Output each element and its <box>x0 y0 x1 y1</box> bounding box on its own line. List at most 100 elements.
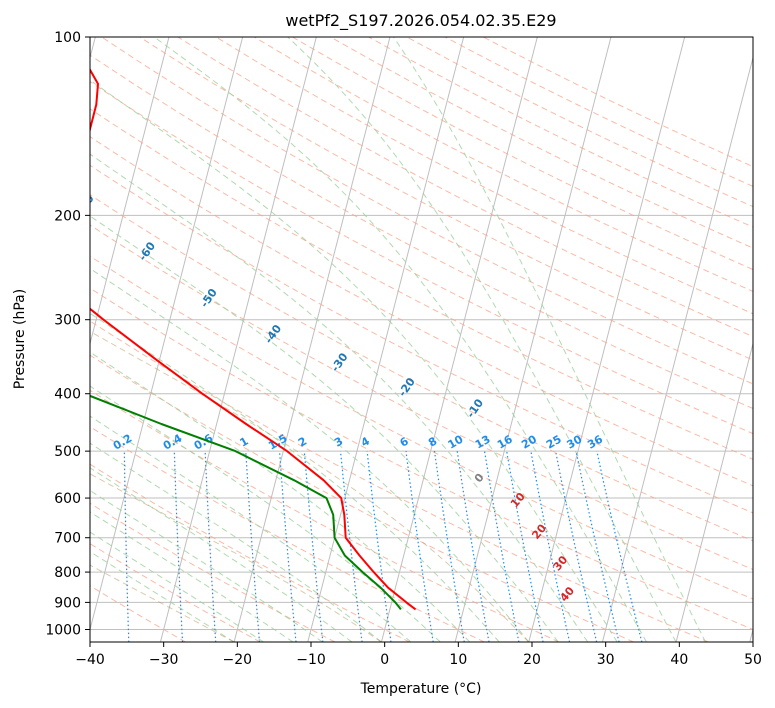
moist-adiabat-label: -60 <box>136 239 158 263</box>
moist-adiabat-line <box>90 415 412 642</box>
mixing-ratio-label: 16 <box>495 432 515 451</box>
x-tick-label: 30 <box>597 652 615 668</box>
y-axis-title: Pressure (hPa) <box>12 289 28 389</box>
mixing-ratio-line <box>405 451 434 642</box>
dry-adiabat-line <box>406 37 753 208</box>
dry-adiabat-line <box>444 37 753 187</box>
mixing-ratio-label: 13 <box>473 433 493 452</box>
moist-adiabat-line <box>90 531 264 642</box>
mixing-ratio-line <box>366 451 392 642</box>
mixing-ratio-label: 8 <box>426 435 439 450</box>
mixing-ratio-line <box>555 450 598 642</box>
y-tick-label: 300 <box>54 313 81 329</box>
y-tick-label: 400 <box>54 387 81 403</box>
dry-adiabat-line <box>90 164 753 514</box>
moist-adiabat-line <box>90 467 353 642</box>
dry-adiabat-line <box>90 80 753 435</box>
x-tick-label: −30 <box>149 652 179 668</box>
theta-e-line <box>90 473 382 642</box>
plot-frame <box>89 36 754 643</box>
moist-adiabat-label: -80 <box>13 144 35 168</box>
theta-e-label: 10 <box>508 490 528 510</box>
mixing-ratio-line <box>245 451 261 642</box>
moist-adiabat-line <box>90 511 294 642</box>
isotherm-line <box>675 341 753 642</box>
series-line <box>90 394 402 611</box>
moist-adiabat-line <box>90 351 471 642</box>
dry-adiabat-line <box>90 585 186 642</box>
dry-adiabat-line <box>90 136 753 487</box>
y-tick-label: 900 <box>54 595 81 611</box>
x-tick-label: 40 <box>670 652 688 668</box>
moist-adiabat-label: -20 <box>396 375 418 399</box>
x-axis-title: Temperature (°C) <box>360 681 482 697</box>
dry-adiabat-line <box>177 37 753 338</box>
moist-adiabat-label: -10 <box>464 396 486 420</box>
isotherm-line <box>233 37 391 642</box>
x-tick-label: 50 <box>744 652 762 668</box>
moist-adiabat-label: -50 <box>198 286 220 310</box>
axis-ticks: −40 −30 −20 −10 0 10 20 30 40 5010020030040050060… <box>45 30 762 668</box>
mixing-ratio-line <box>204 451 217 642</box>
dry-adiabat-line <box>90 354 635 642</box>
mixing-ratio-label: 4 <box>359 434 372 449</box>
moist-adiabat-line <box>90 153 589 642</box>
dry-adiabat-line <box>90 502 336 642</box>
sounding-series <box>90 67 417 611</box>
mixing-ratio-label: 1 <box>237 435 250 450</box>
moist-adiabat-line <box>90 442 382 642</box>
dry-adiabat-line <box>90 426 485 642</box>
isotherm-line <box>90 37 244 632</box>
moist-adiabat-label: -40 <box>262 322 284 346</box>
theta-e-label: 40 <box>557 584 577 604</box>
mixing-ratio-label: 20 <box>519 432 539 451</box>
mixing-ratio-label: 0.2 <box>111 432 134 453</box>
x-tick-label: −10 <box>296 652 326 668</box>
mixing-ratio-label: 2 <box>296 435 309 450</box>
mixing-ratio-line <box>303 451 324 642</box>
isotherm-line <box>749 627 753 642</box>
dry-adiabat-line <box>90 389 560 642</box>
mixing-ratio-label: 10 <box>446 432 466 451</box>
mixing-ratio-label: 25 <box>544 433 564 452</box>
series-line <box>90 67 417 611</box>
moist-adiabat-line <box>90 79 618 642</box>
y-tick-label: 800 <box>54 565 81 581</box>
moist-adiabat-line <box>90 550 235 642</box>
y-tick-label: 700 <box>54 531 81 547</box>
isotherm-line <box>528 37 686 642</box>
moist-adiabat-line <box>90 312 500 642</box>
dry-adiabat-line <box>101 37 753 385</box>
x-tick-label: 20 <box>523 652 541 668</box>
dry-adiabat-line <box>90 320 709 642</box>
chart-title: wetPf2_S197.2026.054.02.35.E29 <box>285 11 556 31</box>
mixing-ratio-line <box>506 451 544 642</box>
dry-adiabat-line <box>90 463 410 642</box>
theta-e-line <box>90 564 235 642</box>
dry-adiabat-line <box>90 194 753 542</box>
theta-e-label: 30 <box>551 553 571 573</box>
x-tick-label: −40 <box>75 652 105 668</box>
x-tick-label: 10 <box>449 652 467 668</box>
mixing-ratio-line <box>433 451 465 642</box>
moist-adiabat-line <box>90 267 530 642</box>
moist-adiabat-line <box>287 37 677 642</box>
isotherm-line <box>307 37 465 642</box>
dry-adiabat-line <box>90 108 753 460</box>
moist-adiabat-line <box>90 489 323 642</box>
mixing-ratio-line <box>483 450 520 642</box>
isotherm-line <box>601 55 753 642</box>
x-tick-label: 0 <box>380 652 389 668</box>
isotherm-line <box>159 37 317 642</box>
mixing-ratio-line <box>530 450 571 642</box>
moist-adiabat-label: -30 <box>329 350 351 374</box>
theta-e-label: 20 <box>529 521 549 541</box>
mixing-ratio-label: 36 <box>585 432 605 451</box>
background-lines <box>90 37 753 642</box>
dry-adiabat-line <box>482 37 753 168</box>
moist-adiabat-line <box>393 37 707 642</box>
isotherm-line <box>454 37 612 642</box>
dry-adiabat-line <box>292 37 753 271</box>
dry-adiabat-line <box>215 37 753 315</box>
